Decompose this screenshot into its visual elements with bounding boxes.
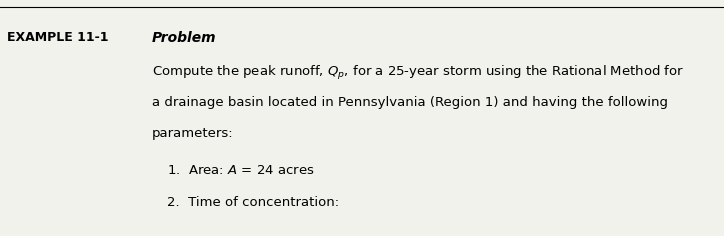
Text: Compute the peak runoff, $Q_p$, for a 25-year storm using the Rational Method fo: Compute the peak runoff, $Q_p$, for a 25… (152, 64, 684, 82)
Text: EXAMPLE 11-1: EXAMPLE 11-1 (7, 31, 109, 44)
Text: Problem: Problem (152, 31, 216, 45)
Text: parameters:: parameters: (152, 127, 234, 140)
Text: 2.  Time of concentration:: 2. Time of concentration: (167, 196, 339, 209)
Text: a drainage basin located in Pennsylvania (Region 1) and having the following: a drainage basin located in Pennsylvania… (152, 96, 668, 109)
Text: 1.  Area: $A$ = 24 acres: 1. Area: $A$ = 24 acres (167, 164, 314, 177)
